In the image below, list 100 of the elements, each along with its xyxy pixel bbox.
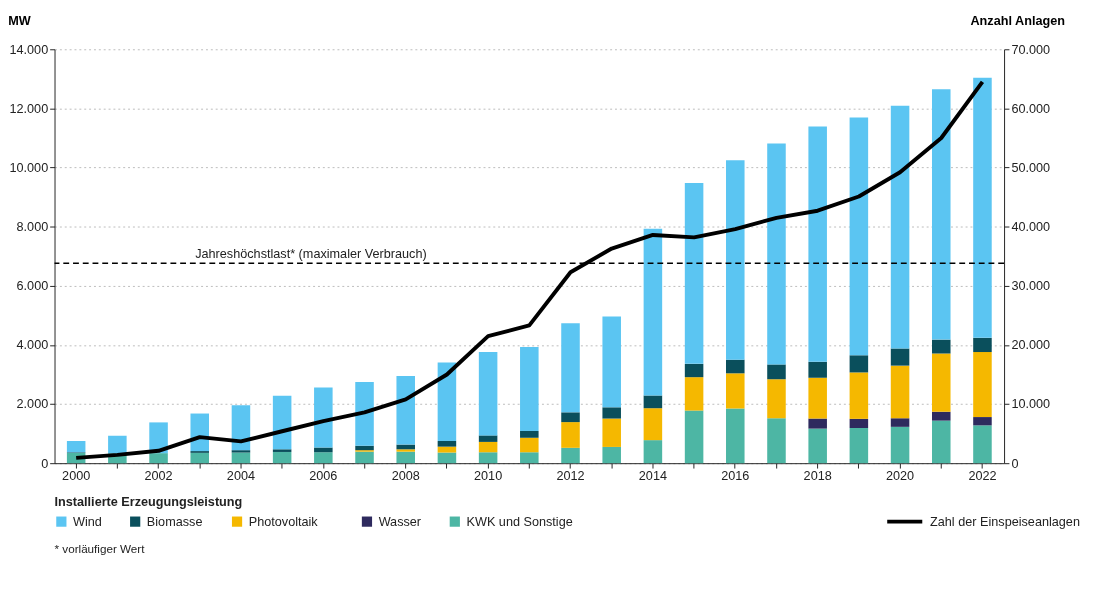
x-tick-label: 2006 xyxy=(309,469,338,484)
bar xyxy=(561,447,580,464)
x-tick-label: 2014 xyxy=(638,469,667,484)
legend-label: Biomasse xyxy=(146,515,203,530)
bar xyxy=(726,408,745,464)
bar xyxy=(149,453,168,464)
bar xyxy=(355,381,374,446)
bar xyxy=(684,410,704,464)
bar xyxy=(890,105,910,349)
bar xyxy=(520,452,539,464)
text: * vorläufiger Wert xyxy=(54,541,146,555)
y-tick-label: 6.000 xyxy=(16,279,49,294)
bar xyxy=(931,353,951,412)
bar xyxy=(849,372,869,419)
y-tick-label: 8.000 xyxy=(16,220,49,235)
bar xyxy=(355,445,374,451)
bar xyxy=(767,143,786,365)
legend-title: Installierte Erzeugungsleistung xyxy=(54,495,243,510)
bar xyxy=(808,428,827,464)
bar xyxy=(931,411,951,421)
bar xyxy=(808,126,827,362)
bar xyxy=(396,451,415,464)
bar xyxy=(520,347,539,431)
bar xyxy=(561,422,580,448)
x-tick-label: 2002 xyxy=(144,469,173,484)
bar xyxy=(726,359,745,374)
x-tick-label: 2004 xyxy=(226,469,256,484)
y-tick-label: 12.000 xyxy=(9,101,49,116)
bar xyxy=(478,452,498,464)
bar xyxy=(602,446,621,464)
y2-tick-label: 50.000 xyxy=(1011,160,1051,175)
bar xyxy=(272,451,292,464)
y2-tick-label: 30.000 xyxy=(1011,279,1051,294)
bar xyxy=(890,348,910,366)
y-tick-label: 14.000 xyxy=(9,42,49,57)
bar xyxy=(478,352,498,436)
x-tick-label: 2018 xyxy=(803,469,832,484)
bar xyxy=(231,452,251,464)
bar xyxy=(767,418,786,464)
bar xyxy=(437,452,457,464)
bar xyxy=(931,89,951,340)
legend-label: KWK und Sonstige xyxy=(466,515,573,530)
bar xyxy=(973,352,992,418)
bar xyxy=(931,420,951,464)
legend-label: Photovoltaik xyxy=(248,515,319,530)
x-tick-label: 2022 xyxy=(968,469,997,484)
bar xyxy=(684,363,704,378)
bar xyxy=(726,373,745,409)
bar xyxy=(643,408,663,441)
bar xyxy=(973,425,992,464)
bar xyxy=(602,418,621,447)
bar xyxy=(808,377,827,419)
legend-label: Zahl der Einspeiseanlagen xyxy=(930,515,1080,530)
bar xyxy=(767,364,786,380)
x-tick-label: 2000 xyxy=(62,469,91,484)
bar xyxy=(437,446,457,453)
bar xyxy=(520,437,539,453)
y-tick-label: 2.000 xyxy=(16,397,49,412)
y2-tick-label: 20.000 xyxy=(1011,338,1051,353)
bar xyxy=(561,412,580,423)
y2-tick-label: 40.000 xyxy=(1011,220,1051,235)
x-tick-label: 2020 xyxy=(885,469,915,484)
x-tick-label: 2012 xyxy=(556,469,585,484)
y-tick-label: 0 xyxy=(41,456,49,471)
bar xyxy=(726,160,745,360)
y-axis-title: MW xyxy=(8,14,31,29)
bar xyxy=(478,435,498,442)
bar xyxy=(355,451,374,464)
bar xyxy=(643,395,663,409)
bar xyxy=(767,379,786,419)
bar xyxy=(478,441,498,453)
bar xyxy=(684,377,704,411)
bar xyxy=(808,418,827,429)
bar xyxy=(849,428,869,464)
x-tick-label: 2008 xyxy=(391,469,420,484)
y2-tick-label: 10.000 xyxy=(1011,397,1051,412)
bar xyxy=(684,182,704,364)
bar xyxy=(437,441,457,447)
bar xyxy=(108,435,127,454)
bar xyxy=(602,316,621,408)
bar xyxy=(849,355,869,373)
bar xyxy=(314,452,333,464)
bar xyxy=(272,449,292,452)
legend-label: Wasser xyxy=(378,515,422,530)
bar xyxy=(890,426,910,464)
bar xyxy=(849,418,869,429)
bar xyxy=(561,323,580,413)
bar xyxy=(643,440,663,464)
bar xyxy=(437,362,457,442)
x-tick-label: 2010 xyxy=(474,469,503,484)
x-tick-label: 2016 xyxy=(721,469,750,484)
bar xyxy=(973,337,992,353)
y-tick-label: 4.000 xyxy=(16,338,49,353)
bar xyxy=(190,452,210,464)
bar xyxy=(890,418,910,427)
legend-label: Wind xyxy=(73,515,102,530)
y2-tick-label: 60.000 xyxy=(1011,101,1051,116)
bar xyxy=(973,77,992,338)
bar xyxy=(602,407,621,419)
y2-axis-title: Anzahl Anlagen xyxy=(970,14,1065,29)
